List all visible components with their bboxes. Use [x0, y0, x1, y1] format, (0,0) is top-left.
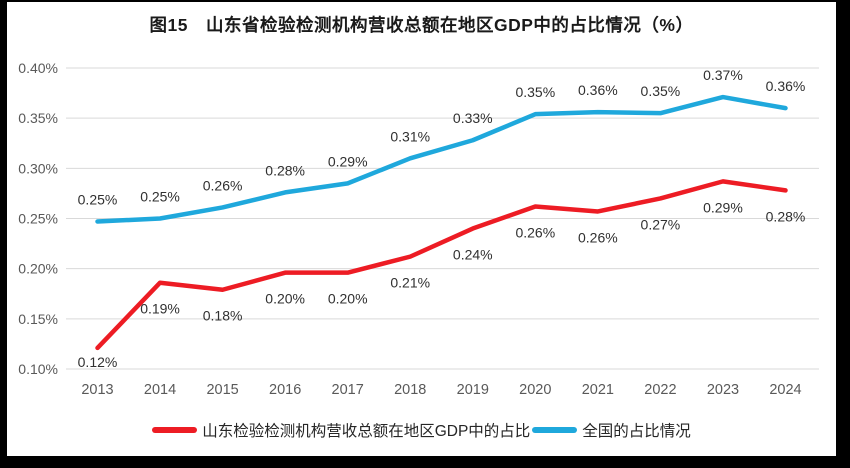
- legend-swatch-shandong: [152, 427, 198, 433]
- x-axis-tick-label: 2022: [644, 382, 676, 398]
- data-label-national: 0.31%: [390, 128, 430, 144]
- legend-label-shandong: 山东检验检测机构营收总额在地区GDP中的占比: [202, 423, 531, 440]
- x-axis-tick-label: 2013: [81, 382, 113, 398]
- data-label-shandong: 0.20%: [265, 291, 305, 307]
- data-label-shandong: 0.26%: [578, 229, 618, 245]
- y-axis-tick-label: 0.20%: [18, 261, 58, 277]
- y-axis-tick-label: 0.15%: [18, 311, 58, 327]
- x-axis-tick-label: 2016: [269, 382, 301, 398]
- x-axis-tick-label: 2023: [707, 382, 739, 398]
- data-label-shandong: 0.29%: [703, 199, 743, 215]
- data-label-national: 0.36%: [766, 78, 806, 94]
- x-axis-tick-label: 2017: [332, 382, 364, 398]
- y-axis-tick-label: 0.35%: [18, 110, 58, 126]
- x-axis-tick-label: 2019: [457, 382, 489, 398]
- series-line-shandong: [95, 179, 788, 351]
- x-axis-tick-label: 2024: [769, 382, 801, 398]
- data-label-shandong: 0.21%: [390, 275, 430, 291]
- data-label-national: 0.35%: [641, 83, 681, 99]
- data-label-shandong: 0.20%: [328, 291, 368, 307]
- y-axis-tick-label: 0.40%: [18, 60, 58, 76]
- legend-item-national: 全国的占比情况: [532, 419, 691, 441]
- x-axis-tick-label: 2014: [144, 382, 176, 398]
- data-label-shandong: 0.26%: [515, 224, 555, 240]
- x-axis-tick-label: 2020: [519, 382, 551, 398]
- data-label-shandong: 0.27%: [641, 216, 681, 232]
- data-label-shandong: 0.12%: [78, 354, 118, 370]
- chart-card: [7, 2, 836, 456]
- data-label-shandong: 0.18%: [203, 308, 243, 324]
- x-axis-tick-label: 2015: [206, 382, 238, 398]
- x-axis-tick-label: 2018: [394, 382, 426, 398]
- x-axis-tick-label: 2021: [582, 382, 614, 398]
- data-label-national: 0.33%: [453, 110, 493, 126]
- data-label-shandong: 0.28%: [766, 208, 806, 224]
- y-axis-tick-label: 0.10%: [18, 361, 58, 377]
- data-label-national: 0.35%: [515, 84, 555, 100]
- legend-label-national: 全国的占比情况: [582, 423, 691, 440]
- data-label-national: 0.36%: [578, 82, 618, 98]
- data-label-shandong: 0.24%: [453, 247, 493, 263]
- series-line-national: [95, 94, 788, 224]
- data-label-national: 0.26%: [203, 177, 243, 193]
- data-label-national: 0.29%: [328, 153, 368, 169]
- data-label-national: 0.37%: [703, 67, 743, 83]
- data-label-shandong: 0.19%: [140, 301, 180, 317]
- data-label-national: 0.28%: [265, 162, 305, 178]
- y-axis-tick-label: 0.25%: [18, 211, 58, 227]
- chart-legend: 山东检验检测机构营收总额在地区GDP中的占比 全国的占比情况: [7, 419, 836, 441]
- data-label-national: 0.25%: [140, 189, 180, 205]
- legend-item-shandong: 山东检验检测机构营收总额在地区GDP中的占比: [152, 419, 530, 441]
- y-axis-tick-label: 0.30%: [18, 160, 58, 176]
- legend-swatch-national: [532, 427, 578, 433]
- chart-title: 图15 山东省检验检测机构营收总额在地区GDP中的占比情况（%）: [149, 15, 694, 35]
- data-label-national: 0.25%: [78, 192, 118, 208]
